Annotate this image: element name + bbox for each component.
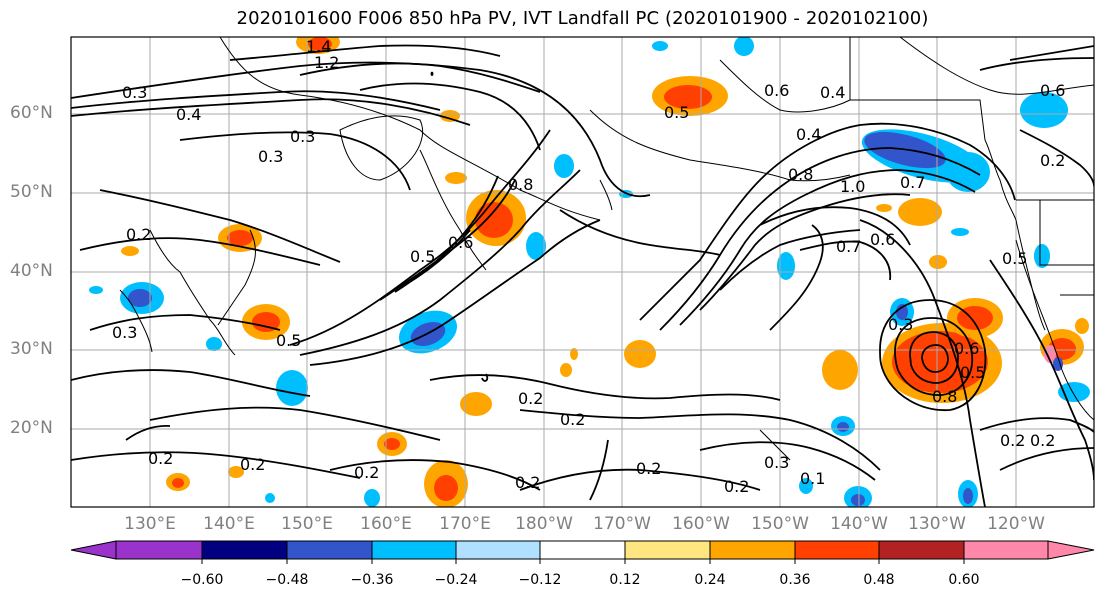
contour-label: 0.2 <box>126 225 151 244</box>
colorbar-segment <box>1047 540 1095 560</box>
contour-label: 0.6 <box>448 233 473 252</box>
contour-label: 1.0 <box>840 177 865 196</box>
colorbar-segment <box>115 540 203 560</box>
lat-label-40n: 40°N <box>10 261 53 281</box>
lon-label-160e: 160°E <box>360 514 412 534</box>
colorbar-segment <box>455 540 541 560</box>
contour-label: 0.5 <box>276 331 301 350</box>
coastlines <box>119 37 1094 461</box>
contour-label: 0.1 <box>800 469 825 488</box>
colorbar-segment <box>963 540 1049 560</box>
colorbar-tick-label: 0.12 <box>609 572 641 588</box>
contour-label: 0.6 <box>1040 81 1065 100</box>
contour-label: 0.2 <box>1000 431 1025 450</box>
lat-label-50n: 50°N <box>10 182 53 202</box>
colorbar-tick-label: 0.36 <box>779 572 811 588</box>
lon-label-170w: 170°W <box>593 514 651 534</box>
anomaly-shading <box>89 37 1090 507</box>
colorbar-segment <box>371 540 457 560</box>
contour-label: 0.8 <box>508 175 533 194</box>
contour-label: 0.2 <box>240 455 265 474</box>
contour-label: 0.3 <box>122 83 147 102</box>
colorbar-segment <box>70 540 117 560</box>
colorbar-tick-label: −0.12 <box>518 572 562 588</box>
lon-label-120w: 120°W <box>987 514 1045 534</box>
lat-label-30n: 30°N <box>10 339 53 359</box>
map-frame <box>70 36 1095 508</box>
contour-label: 1.4 <box>306 37 331 56</box>
contour-label: 0.2 <box>560 410 585 429</box>
contour-label: 0.2 <box>148 449 173 468</box>
contour-label: 0.2 <box>724 477 749 496</box>
contour-label: 0.2 <box>518 389 543 408</box>
colorbar-segment <box>878 540 965 560</box>
colorbar-tick-label: 0.24 <box>694 572 726 588</box>
colorbar-tick-label: −0.60 <box>180 572 224 588</box>
contour-label: 0.2 <box>1040 151 1065 170</box>
positive-anomaly-patches <box>121 37 1089 507</box>
colorbar-tick-label: −0.48 <box>265 572 309 588</box>
colorbar-tick-label: 0.60 <box>948 572 980 588</box>
contour-label: 0.3 <box>112 323 137 342</box>
colorbar-segment <box>201 540 288 560</box>
colorbar-tick-label: 0.48 <box>863 572 895 588</box>
lat-label-60n: 60°N <box>10 103 53 123</box>
contour-label: 0.4 <box>176 105 201 124</box>
contour-label: 0.7 <box>900 173 925 192</box>
lon-label-150e: 150°E <box>281 514 333 534</box>
contour-label: 0.2 <box>354 463 379 482</box>
contour-label: 0.5 <box>960 363 985 382</box>
colorbar-segment <box>624 540 711 560</box>
contour-label: 0.6 <box>764 81 789 100</box>
contour-label: 0.2 <box>1030 431 1055 450</box>
contour-label: 0.3 <box>290 127 315 146</box>
contour-label: 0.3 <box>888 315 913 334</box>
contour-label: 0.4 <box>796 125 821 144</box>
contour-label: 0.8 <box>932 387 957 406</box>
map-title: 2020101600 F006 850 hPa PV, IVT Landfall… <box>236 8 929 29</box>
contour-label: 0.5 <box>410 247 435 266</box>
lon-label-160w: 160°W <box>672 514 730 534</box>
lon-label-170e: 170°E <box>439 514 491 534</box>
colorbar-segment <box>286 540 373 560</box>
contour-label: 0.5 <box>664 103 689 122</box>
lon-label-130w: 130°W <box>908 514 966 534</box>
lon-label-150w: 150°W <box>751 514 809 534</box>
contour-label: 1.2 <box>314 53 339 72</box>
contour-label: 0.2 <box>515 473 540 492</box>
lon-label-180w: 180°W <box>515 514 573 534</box>
contour-label: 0.2 <box>636 459 661 478</box>
colorbar-segment <box>709 540 796 560</box>
colorbar <box>70 540 1095 564</box>
pv-contours <box>71 44 1094 507</box>
colorbar-tick-label: −0.24 <box>434 572 478 588</box>
negative-anomaly-patches <box>89 37 1090 507</box>
contour-label: 0.4 <box>820 83 845 102</box>
contour-label: 0.3 <box>258 147 283 166</box>
contour-label: 0.7 <box>836 237 861 256</box>
contour-label: 0.8 <box>788 165 813 184</box>
map-plot-area: 0.4 0.3 0.3 0.3 0.2 0.5 0.5 0.6 0.8 0.5 … <box>71 37 1094 507</box>
contour-label: 0.5 <box>1002 249 1027 268</box>
colorbar-tick-label: −0.36 <box>350 572 394 588</box>
lon-label-140e: 140°E <box>203 514 255 534</box>
contour-label: 0.3 <box>764 453 789 472</box>
lon-label-130e: 130°E <box>124 514 176 534</box>
contour-label: 0.6 <box>954 339 979 358</box>
contour-label: 0.6 <box>870 230 895 249</box>
lon-label-140w: 140°W <box>830 514 888 534</box>
lat-label-20n: 20°N <box>10 418 53 438</box>
contour-labels: 0.4 0.3 0.3 0.3 0.2 0.5 0.5 0.6 0.8 0.5 … <box>112 37 1065 496</box>
colorbar-segment <box>539 540 626 560</box>
colorbar-segment <box>794 540 880 560</box>
